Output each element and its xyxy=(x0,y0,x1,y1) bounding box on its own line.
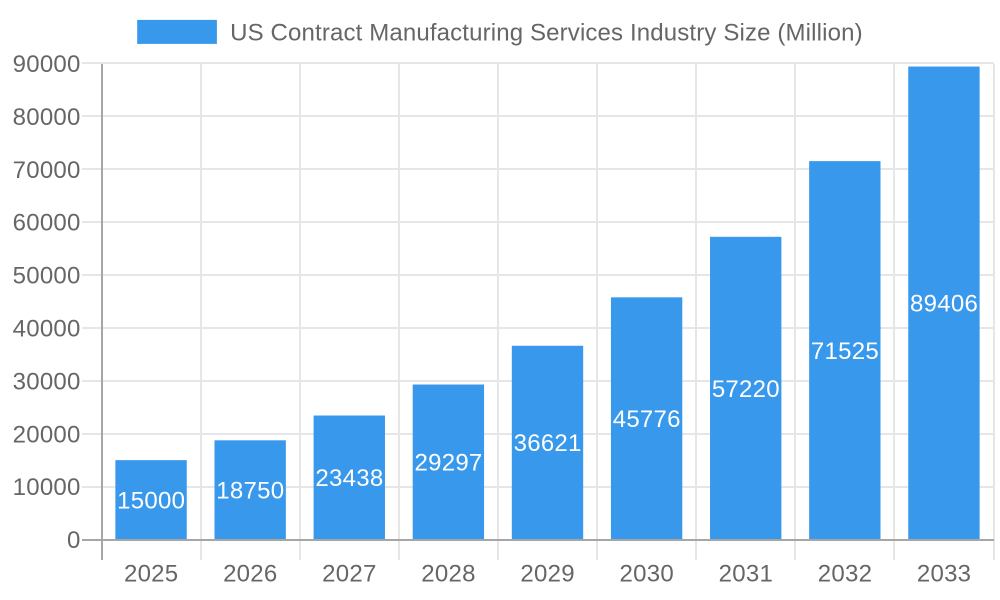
svg-text:90000: 90000 xyxy=(13,51,81,78)
svg-text:71525: 71525 xyxy=(811,338,879,365)
svg-text:70000: 70000 xyxy=(13,157,81,184)
svg-text:US Contract Manufacturing Serv: US Contract Manufacturing Services Indus… xyxy=(230,19,863,46)
svg-text:45776: 45776 xyxy=(613,406,681,433)
svg-text:2027: 2027 xyxy=(322,561,376,588)
svg-text:10000: 10000 xyxy=(13,474,81,501)
svg-text:2026: 2026 xyxy=(223,561,277,588)
svg-text:18750: 18750 xyxy=(216,478,284,505)
svg-text:50000: 50000 xyxy=(13,263,81,290)
svg-text:40000: 40000 xyxy=(13,316,81,343)
svg-text:2032: 2032 xyxy=(818,561,872,588)
svg-text:2028: 2028 xyxy=(421,561,475,588)
svg-text:2030: 2030 xyxy=(620,561,674,588)
svg-text:2025: 2025 xyxy=(124,561,178,588)
svg-text:23438: 23438 xyxy=(315,465,383,492)
svg-text:57220: 57220 xyxy=(712,376,780,403)
svg-text:36621: 36621 xyxy=(514,430,582,457)
svg-text:0: 0 xyxy=(67,527,80,554)
svg-text:29297: 29297 xyxy=(414,450,482,477)
svg-text:89406: 89406 xyxy=(910,291,978,318)
svg-text:60000: 60000 xyxy=(13,210,81,237)
svg-text:20000: 20000 xyxy=(13,421,81,448)
svg-text:15000: 15000 xyxy=(117,487,185,514)
svg-text:2029: 2029 xyxy=(520,561,574,588)
svg-text:2031: 2031 xyxy=(719,561,773,588)
svg-text:2033: 2033 xyxy=(917,561,971,588)
svg-text:80000: 80000 xyxy=(13,104,81,131)
svg-text:30000: 30000 xyxy=(13,368,81,395)
